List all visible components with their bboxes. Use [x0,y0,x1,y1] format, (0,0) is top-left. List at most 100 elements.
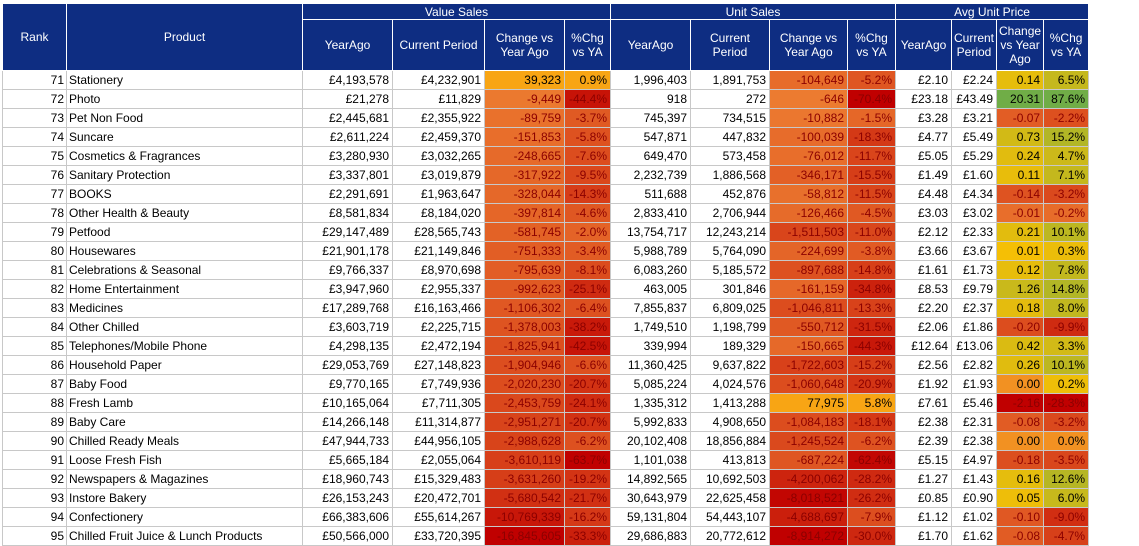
value-current-cell: £33,720,395 [392,526,485,546]
unit-pct-cell: -6.2% [847,431,896,451]
value-current-cell: £2,055,064 [392,450,485,470]
price-current-cell: £43.49 [950,89,998,109]
value-pct-cell: -6.2% [564,431,611,451]
value-current-cell: £11,829 [392,89,485,109]
value-yearago-cell: £9,770,165 [302,374,393,394]
rank-cell: 89 [2,412,67,432]
value-current-cell: £16,163,466 [392,298,485,318]
price-current-cell: £1.02 [950,507,998,527]
unit-current-cell: 1,891,753 [690,70,770,90]
unit-current-cell: 54,443,107 [690,507,770,527]
product-cell: Pet Non Food [66,108,303,128]
value-change-header: Change vs Year Ago [484,19,565,71]
unit-yearago-cell: 13,754,717 [610,222,691,242]
unit-current-cell: 10,692,503 [690,469,770,489]
value-current-cell: £3,019,879 [392,165,485,185]
unit-change-cell: -4,688,697 [769,507,848,527]
value-change-cell: -795,639 [484,260,565,280]
price-yearago-cell: £1.61 [895,260,952,280]
value-yearago-cell: £5,665,184 [302,450,393,470]
table-body: 71 Stationery £4,193,578 £4,232,901 39,323 0.… [2,70,1090,546]
price-yearago-cell: £5.05 [895,146,952,166]
product-cell: Cosmetics & Fragrances [66,146,303,166]
price-change-cell: 0.16 [996,469,1045,489]
unit-current-cell: 573,458 [690,146,770,166]
value-change-cell: -3,610,119 [484,450,565,470]
value-current-cell: £44,956,105 [392,431,485,451]
unit-pct-cell: -18.3% [847,127,896,147]
value-current-cell: £3,032,265 [392,146,485,166]
unit-yearago-cell: 6,083,260 [610,260,691,280]
table-row: 77 BOOKS £2,291,691 £1,963,647 -328,044 -14.3… [2,184,1090,204]
value-change-cell: 39,323 [484,70,565,90]
rank-header: Rank [2,3,67,71]
price-current-cell: £9.79 [950,279,998,299]
unit-yearago-cell: 2,833,410 [610,203,691,223]
value-pct-header: %Chg vs YA [564,19,611,71]
unit-change-cell: -646 [769,89,848,109]
unit-change-cell: -104,649 [769,70,848,90]
value-current-header: Current Period [392,19,485,71]
value-change-cell: -2,020,230 [484,374,565,394]
value-pct-cell: -19.2% [564,469,611,489]
price-change-cell: -0.18 [996,450,1045,470]
value-yearago-cell: £3,337,801 [302,165,393,185]
price-change-cell: 0.00 [996,431,1045,451]
value-yearago-cell: £3,280,930 [302,146,393,166]
value-yearago-cell: £47,944,733 [302,431,393,451]
table-row: 73 Pet Non Food £2,445,681 £2,355,922 -89,75… [2,108,1090,128]
rank-cell: 74 [2,127,67,147]
table-row: 90 Chilled Ready Meals £47,944,733 £44,956,… [2,431,1090,451]
price-pct-cell: -9.9% [1043,317,1090,337]
value-pct-cell: -14.3% [564,184,611,204]
value-current-cell: £20,472,701 [392,488,485,508]
rank-cell: 72 [2,89,67,109]
header-sub-row: YearAgo Current Period Change vs Year Ag… [3,19,1090,71]
price-current-cell: £1.43 [950,469,998,489]
price-yearago-cell: £0.85 [895,488,952,508]
table-row: 92 Newspapers & Magazines £18,960,743 £15,3… [2,469,1090,489]
product-cell: Other Chilled [66,317,303,337]
value-yearago-cell: £18,960,743 [302,469,393,489]
value-change-cell: -1,106,302 [484,298,565,318]
price-current-cell: £2.38 [950,431,998,451]
price-pct-cell: -9.0% [1043,507,1090,527]
table-row: 79 Petfood £29,147,489 £28,565,743 -581,745-… [2,222,1090,242]
product-cell: Baby Care [66,412,303,432]
price-change-cell: 0.00 [996,374,1045,394]
price-pct-cell: 6.5% [1043,70,1090,90]
product-cell: Home Entertainment [66,279,303,299]
unit-change-cell: -10,882 [769,108,848,128]
value-change-cell: -397,814 [484,203,565,223]
header-group-row: Rank Product Value Sales Unit Sales Avg … [2,3,1090,71]
table-row: 83 Medicines £17,289,768 £16,163,466 -1,106,… [2,298,1090,318]
price-change-header: Change vs Year Ago [996,19,1045,71]
price-yearago-cell: £4.48 [895,184,952,204]
rank-cell: 91 [2,450,67,470]
unit-pct-cell: -7.9% [847,507,896,527]
price-change-cell: 1.26 [996,279,1045,299]
product-cell: Baby Food [66,374,303,394]
unit-yearago-cell: 649,470 [610,146,691,166]
price-pct-cell: 12.6% [1043,469,1090,489]
product-cell: Other Health & Beauty [66,203,303,223]
price-pct-cell: -3.2% [1043,184,1090,204]
value-pct-cell: -20.7% [564,374,611,394]
price-yearago-cell: £2.06 [895,317,952,337]
price-current-cell: £13.06 [950,336,998,356]
table-row: 87 Baby Food £9,770,165 £7,749,936 -2,020,23… [2,374,1090,394]
value-sales-header: Value Sales [302,3,611,20]
unit-current-cell: 4,908,650 [690,412,770,432]
price-pct-cell: 14.8% [1043,279,1090,299]
price-change-cell: 0.05 [996,488,1045,508]
unit-change-cell: -897,688 [769,260,848,280]
unit-current-cell: 413,813 [690,450,770,470]
unit-change-header: Change vs Year Ago [769,19,848,71]
unit-pct-cell: -14.8% [847,260,896,280]
unit-yearago-cell: 20,102,408 [610,431,691,451]
value-current-cell: £8,970,698 [392,260,485,280]
value-current-cell: £2,355,922 [392,108,485,128]
value-current-cell: £27,148,823 [392,355,485,375]
value-pct-cell: -3.7% [564,108,611,128]
value-yearago-cell: £2,291,691 [302,184,393,204]
